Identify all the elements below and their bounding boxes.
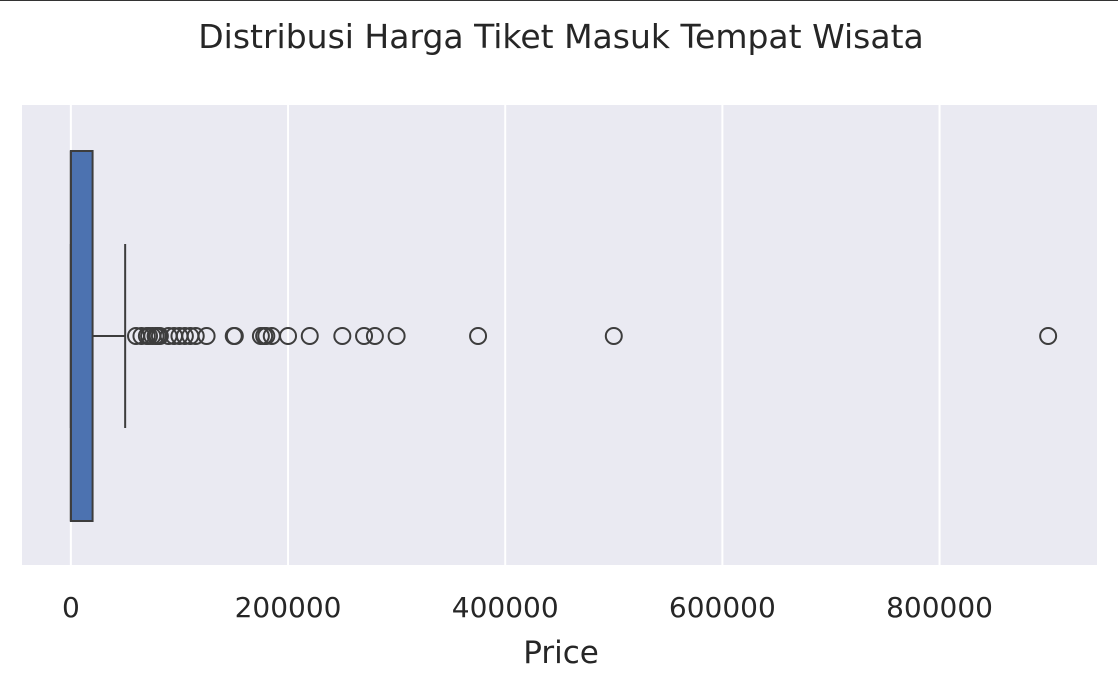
x-tick-label: 800000: [886, 591, 993, 624]
chart-title: Distribusi Harga Tiket Masuk Tempat Wisa…: [198, 17, 923, 56]
box-iqr: [69, 150, 94, 522]
outlier-point: [365, 327, 384, 345]
x-axis-ticks: 0 200000 400000 600000 800000: [62, 591, 993, 624]
top-frame-line: [0, 0, 1118, 1]
outlier-point: [257, 327, 276, 345]
x-axis-label: Price: [523, 635, 599, 671]
outlier-point: [175, 327, 194, 345]
x-tick-label: 600000: [669, 591, 776, 624]
outlier-point: [469, 327, 488, 345]
outlier-point: [355, 327, 374, 345]
box-plot: [69, 150, 127, 522]
outlier-point: [300, 327, 319, 345]
plot-area: [22, 105, 1097, 565]
outlier-point: [197, 327, 216, 345]
outlier-point: [333, 327, 352, 345]
outlier-point: [225, 327, 244, 345]
outlier-point: [387, 327, 406, 345]
x-tick-label: 0: [62, 591, 80, 624]
x-tick-label: 200000: [235, 591, 342, 624]
outlier-point: [279, 327, 298, 345]
outlier-point: [1039, 327, 1058, 345]
x-tick-label: 400000: [452, 591, 559, 624]
outlier-point: [150, 327, 169, 345]
outlier-point: [186, 327, 205, 345]
outlier-point: [604, 327, 623, 345]
outlier-points: [127, 327, 1058, 345]
